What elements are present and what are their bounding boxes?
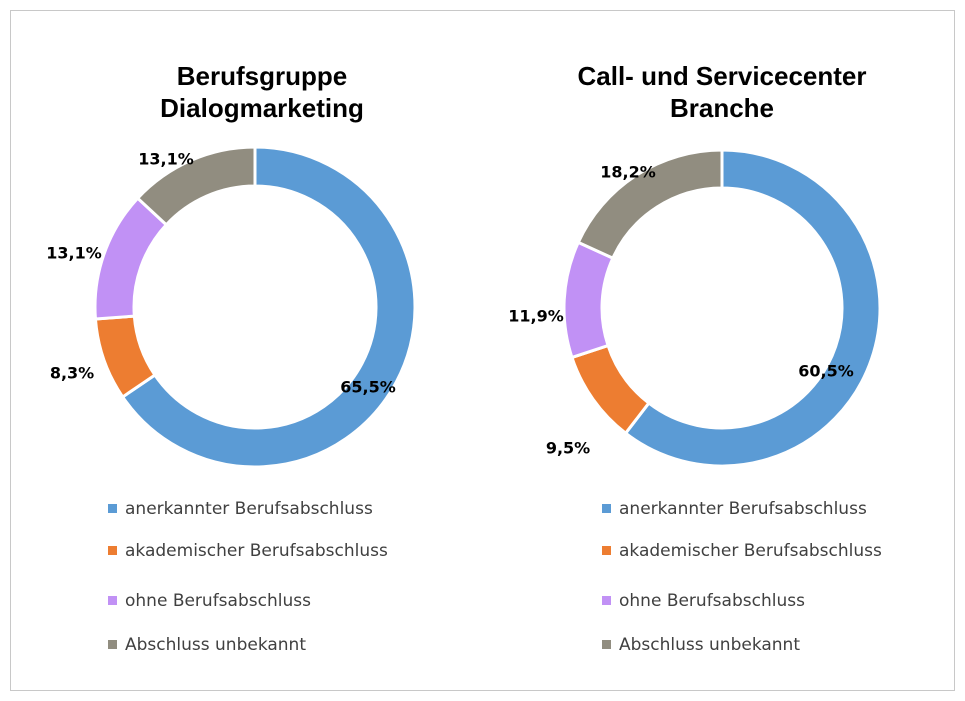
data-label: 8,3% (50, 364, 94, 383)
legend-label: ohne Berufsabschluss (619, 591, 805, 611)
legend-label: akademischer Berufsabschluss (619, 541, 882, 561)
legend-label: akademischer Berufsabschluss (125, 541, 388, 561)
data-label: 13,1% (46, 244, 102, 263)
legend-swatch (108, 596, 117, 605)
chart-title: Call- und Servicecenter (578, 61, 867, 91)
legend-label: Abschluss unbekannt (619, 635, 800, 655)
legend-label: anerkannter Berufsabschluss (125, 499, 373, 519)
legend-label: Abschluss unbekannt (125, 635, 306, 655)
legend-swatch (602, 546, 611, 555)
data-label: 11,9% (508, 307, 564, 326)
legend-swatch (108, 546, 117, 555)
data-label: 13,1% (138, 150, 194, 169)
legend-swatch (602, 504, 611, 513)
legend-label: anerkannter Berufsabschluss (619, 499, 867, 519)
legend-swatch (602, 640, 611, 649)
chart-title: Dialogmarketing (160, 93, 364, 123)
chart-title: Branche (670, 93, 774, 123)
legend-swatch (602, 596, 611, 605)
data-label: 18,2% (600, 163, 656, 182)
donut-segment (623, 148, 882, 468)
data-label: 60,5% (798, 362, 854, 381)
donut-segment (135, 145, 257, 227)
donut-segment (120, 145, 417, 469)
legend-label: ohne Berufsabschluss (125, 591, 311, 611)
donut-segment (576, 148, 724, 261)
donut-segment (570, 343, 651, 436)
donut-segment (562, 240, 615, 360)
legend-swatch (108, 504, 117, 513)
chart-title: Berufsgruppe (177, 61, 347, 91)
data-label: 9,5% (546, 439, 590, 458)
data-label: 65,5% (340, 378, 396, 397)
chart-border (10, 10, 955, 691)
legend-swatch (108, 640, 117, 649)
